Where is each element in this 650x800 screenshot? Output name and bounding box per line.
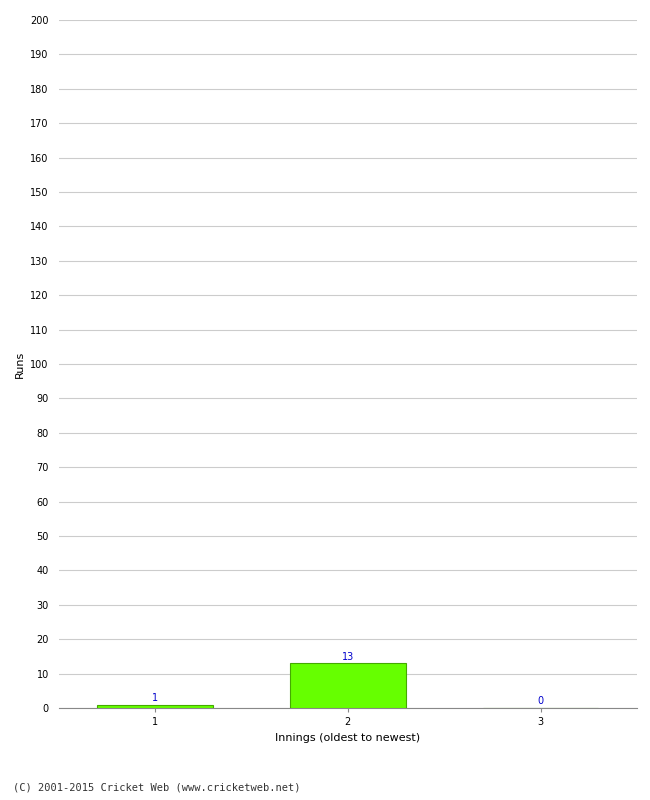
Y-axis label: Runs: Runs xyxy=(15,350,25,378)
Bar xyxy=(290,663,406,708)
X-axis label: Innings (oldest to newest): Innings (oldest to newest) xyxy=(275,733,421,742)
Text: 1: 1 xyxy=(152,693,158,703)
Text: (C) 2001-2015 Cricket Web (www.cricketweb.net): (C) 2001-2015 Cricket Web (www.cricketwe… xyxy=(13,782,300,792)
Text: 0: 0 xyxy=(538,696,543,706)
Bar xyxy=(97,705,213,708)
Text: 13: 13 xyxy=(342,651,354,662)
